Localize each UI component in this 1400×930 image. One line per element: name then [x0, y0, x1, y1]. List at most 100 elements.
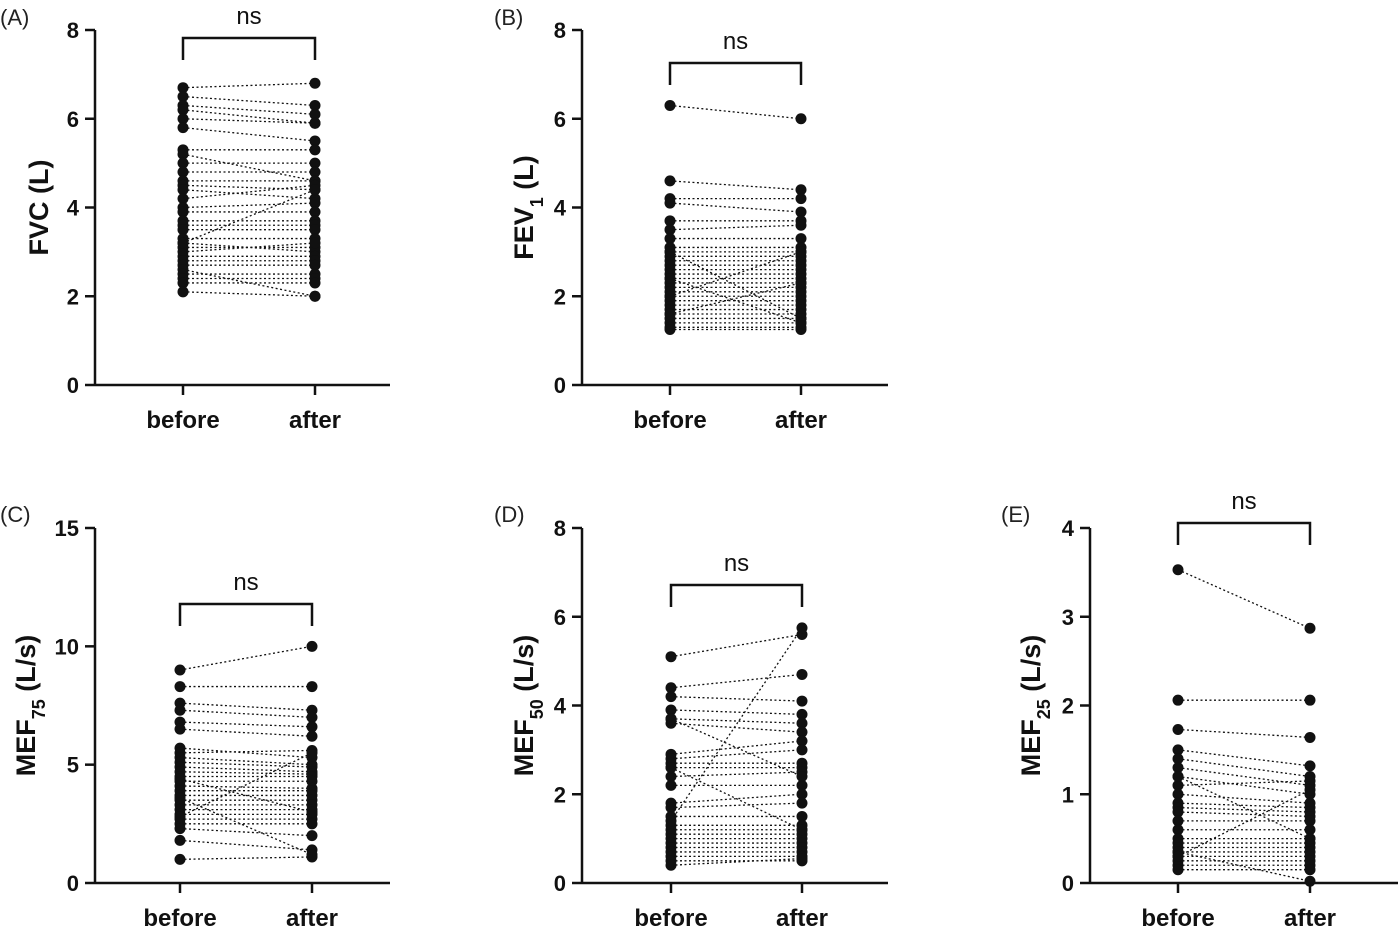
significance-label: ns	[233, 569, 258, 596]
y-tick-label: 3	[1062, 605, 1074, 630]
y-tick-label: 8	[67, 18, 79, 43]
pair-line-26	[179, 856, 313, 860]
point-after-14	[796, 797, 808, 809]
pair-line-4	[670, 709, 803, 716]
pair-line-3	[182, 104, 316, 115]
point-before-29	[664, 308, 676, 320]
y-tick-label: 2	[554, 284, 566, 309]
y-axis-title-subscript: 25	[1034, 699, 1054, 719]
point-after-24	[1304, 833, 1316, 845]
y-axis-title-subscript: 75	[29, 699, 49, 719]
point-after-12	[796, 779, 808, 791]
point-before-2	[174, 681, 186, 693]
point-before-25	[174, 834, 186, 846]
panel-letter: (C)	[0, 502, 31, 527]
pair-line-6	[182, 126, 316, 142]
chart-panel-3: (C) 0 5 10 15 before after MEF75 (L/s) ns	[0, 502, 390, 930]
paired-lines	[1177, 569, 1311, 882]
point-before-6	[177, 122, 189, 134]
pair-line-7	[1177, 775, 1311, 795]
point-before-6	[1172, 762, 1184, 774]
pair-line-5	[1177, 758, 1311, 778]
y-axis-title-unit: (L/s)	[509, 635, 539, 700]
point-after-2	[1304, 694, 1316, 706]
significance-bracket	[1176, 521, 1312, 545]
point-after-1	[795, 113, 807, 125]
pair-line-4	[1177, 749, 1311, 767]
point-after-26	[796, 622, 808, 634]
point-before-2	[1172, 694, 1184, 706]
point-before-27	[174, 811, 186, 823]
point-before-30	[664, 246, 676, 258]
pair-line-4	[179, 709, 313, 718]
point-before-3	[665, 691, 677, 703]
point-before-16	[177, 206, 189, 218]
significance-bracket	[178, 602, 314, 626]
point-before-4	[177, 104, 189, 116]
y-axis-title: MEF25 (L/s)	[1016, 635, 1054, 777]
y-tick-label: 6	[67, 107, 79, 132]
point-after-4	[795, 206, 807, 218]
point-before-4	[1172, 744, 1184, 756]
pair-line-1	[179, 645, 313, 671]
y-tick-label: 10	[55, 634, 79, 659]
data-points	[664, 99, 807, 336]
x-category-label-before: before	[143, 905, 216, 930]
chart-panel-4: (D) 0 2 4 6 8 before after MEF50 (L/s) ns	[494, 502, 888, 930]
pair-line-3	[670, 695, 803, 702]
pair-line-25	[1177, 789, 1311, 857]
y-tick-label: 0	[554, 871, 566, 896]
x-category-label-before: before	[146, 407, 219, 434]
point-after-31	[795, 317, 807, 329]
point-after-4	[796, 708, 808, 720]
pair-line-6	[179, 728, 313, 737]
pair-line-7	[670, 740, 803, 755]
point-before-31	[664, 273, 676, 284]
pair-line-3	[1177, 728, 1311, 739]
y-tick-label: 5	[67, 753, 79, 778]
y-axis-title-main: MEF	[11, 719, 41, 776]
pair-line-25	[670, 857, 803, 866]
pair-line-13	[670, 793, 803, 804]
point-after-23	[306, 818, 318, 830]
pair-line-27	[179, 752, 313, 818]
point-after-5	[309, 117, 321, 129]
y-tick-label: 2	[1062, 694, 1074, 719]
pair-line-8	[670, 749, 803, 760]
point-before-4	[664, 197, 676, 209]
point-before-8	[177, 148, 189, 160]
pair-line-10	[179, 761, 313, 768]
significance-bracket	[668, 61, 803, 85]
pair-line-28	[670, 718, 803, 778]
point-after-2	[795, 184, 807, 196]
pair-line-24	[1177, 775, 1311, 840]
y-tick-label: 0	[67, 373, 79, 398]
pair-line-23	[1177, 851, 1311, 882]
y-axis-title-unit: (L/s)	[11, 635, 41, 700]
point-after-3	[309, 108, 321, 120]
y-axis-title-unit: (L)	[509, 155, 539, 197]
chart-panel-5: (E) 0 1 2 3 4 before after MEF25 (L/s) ns	[1001, 488, 1398, 930]
point-before-27	[665, 762, 677, 774]
point-before-26	[174, 853, 186, 865]
y-tick-label: 6	[554, 107, 566, 132]
pair-line-1	[1177, 569, 1311, 629]
y-tick-label: 4	[554, 694, 567, 719]
y-axis-title-main: MEF	[509, 719, 539, 776]
pair-line-2	[182, 95, 316, 107]
point-after-14	[1304, 824, 1316, 836]
y-tick-label: 8	[554, 516, 566, 541]
point-before-14	[1172, 824, 1184, 836]
point-before-26	[665, 815, 677, 827]
point-before-11	[665, 771, 677, 782]
significance-label: ns	[1231, 488, 1256, 515]
point-after-25	[796, 853, 808, 865]
point-before-5	[1172, 753, 1184, 765]
point-before-3	[1172, 723, 1184, 735]
pair-line-8	[179, 749, 313, 754]
point-before-24	[1172, 771, 1184, 782]
point-before-27	[664, 324, 676, 336]
pair-line-5	[179, 721, 313, 728]
chart-panel-2: (B) 0 2 4 6 8 before after FEV1 (L) ns	[494, 5, 888, 434]
paired-lines	[669, 104, 802, 331]
